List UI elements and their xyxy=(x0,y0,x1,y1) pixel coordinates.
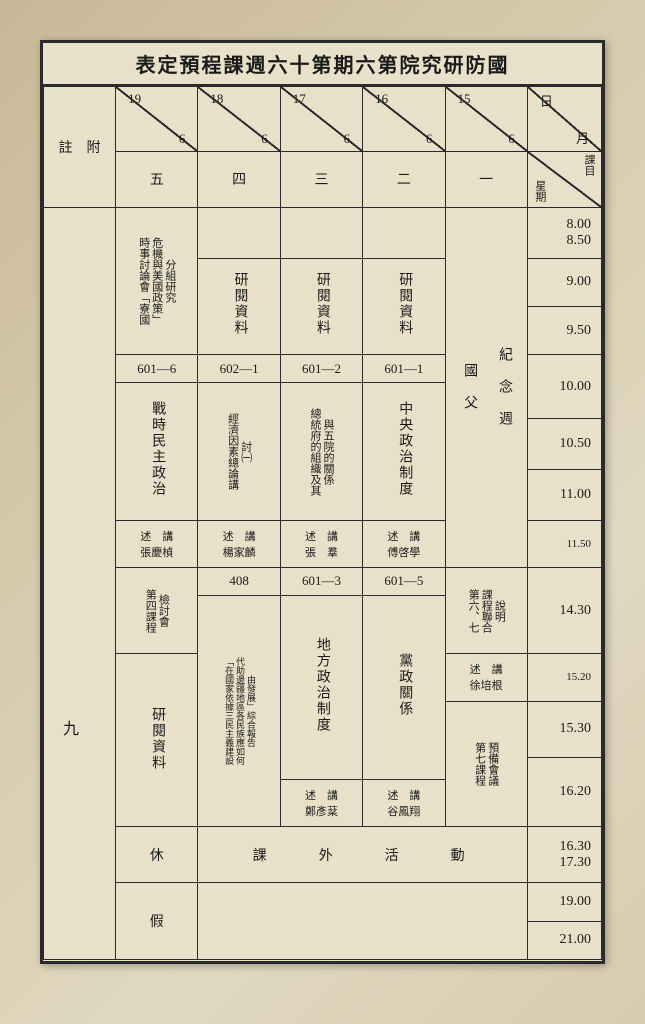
vacation-cell: 假 xyxy=(116,883,198,960)
tue-8 xyxy=(363,207,445,258)
weekday-4: 四 xyxy=(198,151,280,207)
page-title: 表定預程課週六十第期六第院究研防國 xyxy=(43,43,602,86)
tue-9: 研閱資料 xyxy=(363,258,445,355)
mon-pm1: 第六、七 課程聯合 說明 xyxy=(445,567,527,654)
mon-morning: 國 父 紀 念 週 xyxy=(445,207,527,567)
time-8: 8.00 8.50 xyxy=(527,207,601,258)
wed-9: 研閱資料 xyxy=(280,258,362,355)
lect-tue: 述 講 傅啓學 xyxy=(363,520,445,567)
time-16a: 16.20 xyxy=(527,757,601,827)
time-15b: 15.30 xyxy=(527,701,601,757)
evening-cell xyxy=(198,883,527,960)
code-18: 602—1 xyxy=(198,355,280,383)
notes-header: 註 附 xyxy=(44,87,116,208)
lect-mon-pm: 述 講 徐培根 xyxy=(445,654,527,701)
thu-pm: 「在國家依據三民主義建設 代助邊疆地區各民族應如何 由發展」綜合報告 xyxy=(198,595,280,827)
lect-fri: 述 講 張慶楨 xyxy=(116,520,198,567)
tue-10: 中央政治制度 xyxy=(363,383,445,520)
time-14a: 14.30 xyxy=(527,567,601,654)
code-17: 601—2 xyxy=(280,355,362,383)
code-18b: 408 xyxy=(198,567,280,595)
fri-morning: 時事討論會「寮國 危機與美國政策」 分組研究 xyxy=(116,207,198,355)
fri-pm1: 第四課程 檢討會 xyxy=(116,567,198,654)
code-16b: 601—5 xyxy=(363,567,445,595)
date-15: 156 xyxy=(445,87,527,152)
page-number: 九 xyxy=(56,720,80,736)
thu-8 xyxy=(198,207,280,258)
date-16: 166 xyxy=(363,87,445,152)
activity-cell: 課 外 活 動 xyxy=(198,827,527,883)
wed-pm: 地方政治制度 xyxy=(280,595,362,780)
tue-pm: 黨政關係 xyxy=(363,595,445,780)
time-15a: 15.20 xyxy=(527,654,601,701)
time-9a: 9.00 xyxy=(527,258,601,306)
holiday-cell: 休 xyxy=(116,827,198,883)
lect-tue-pm: 述 講 谷鳳翔 xyxy=(363,780,445,827)
time-11b: 11.50 xyxy=(527,520,601,567)
fri-research: 研閱資料 xyxy=(116,654,198,827)
time-19: 19.00 xyxy=(527,883,601,921)
schedule-table: 註 附 196 186 176 166 156 日月 五 四 三 xyxy=(43,86,602,960)
thu-9: 研閱資料 xyxy=(198,258,280,355)
weekday-5: 五 xyxy=(116,151,198,207)
wed-8 xyxy=(280,207,362,258)
schedule-page: 表定預程課週六十第期六第院究研防國 註 附 196 186 176 166 15… xyxy=(40,40,605,964)
date-19: 196 xyxy=(116,87,198,152)
time-21: 21.00 xyxy=(527,921,601,959)
date-17: 176 xyxy=(280,87,362,152)
date-18: 186 xyxy=(198,87,280,152)
date-label: 日月 xyxy=(527,87,601,152)
weekday-3: 三 xyxy=(280,151,362,207)
corner-header: 課目 星期 xyxy=(527,151,601,207)
lect-thu: 述 講 楊家麟 xyxy=(198,520,280,567)
time-10a: 10.00 xyxy=(527,355,601,419)
code-16: 601—1 xyxy=(363,355,445,383)
time-10b: 10.50 xyxy=(527,419,601,470)
code-19: 601—6 xyxy=(116,355,198,383)
notes-column xyxy=(44,207,116,959)
thu-10: 經濟因素總論講 討㈠ xyxy=(198,383,280,520)
wed-10: 總統府的組織及其 與五院的關係 xyxy=(280,383,362,520)
weekday-1: 一 xyxy=(445,151,527,207)
fri-10: 戰時民主政治 xyxy=(116,383,198,520)
time-11a: 11.00 xyxy=(527,469,601,520)
time-1630: 16.30 17.30 xyxy=(527,827,601,883)
mon-pm2: 第七課程 預備會議 xyxy=(445,701,527,827)
lect-wed: 述 講 張 羣 xyxy=(280,520,362,567)
time-9b: 9.50 xyxy=(527,307,601,355)
lect-wed-pm: 述 講 鄭彥棻 xyxy=(280,780,362,827)
code-17b: 601—3 xyxy=(280,567,362,595)
weekday-2: 二 xyxy=(363,151,445,207)
